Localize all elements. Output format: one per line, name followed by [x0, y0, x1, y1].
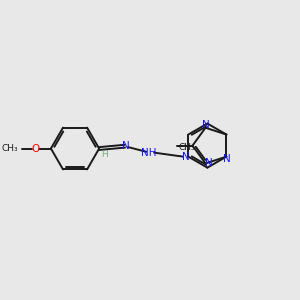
Text: N: N [122, 141, 130, 151]
Text: N: N [205, 158, 213, 168]
Text: N: N [202, 120, 210, 130]
Text: H: H [101, 150, 108, 159]
Text: CH₃: CH₃ [2, 144, 19, 153]
Text: N: N [223, 154, 230, 164]
Text: N: N [182, 152, 190, 162]
Text: O: O [32, 143, 40, 154]
Text: CH₃: CH₃ [179, 143, 195, 152]
Text: NH: NH [141, 148, 157, 158]
